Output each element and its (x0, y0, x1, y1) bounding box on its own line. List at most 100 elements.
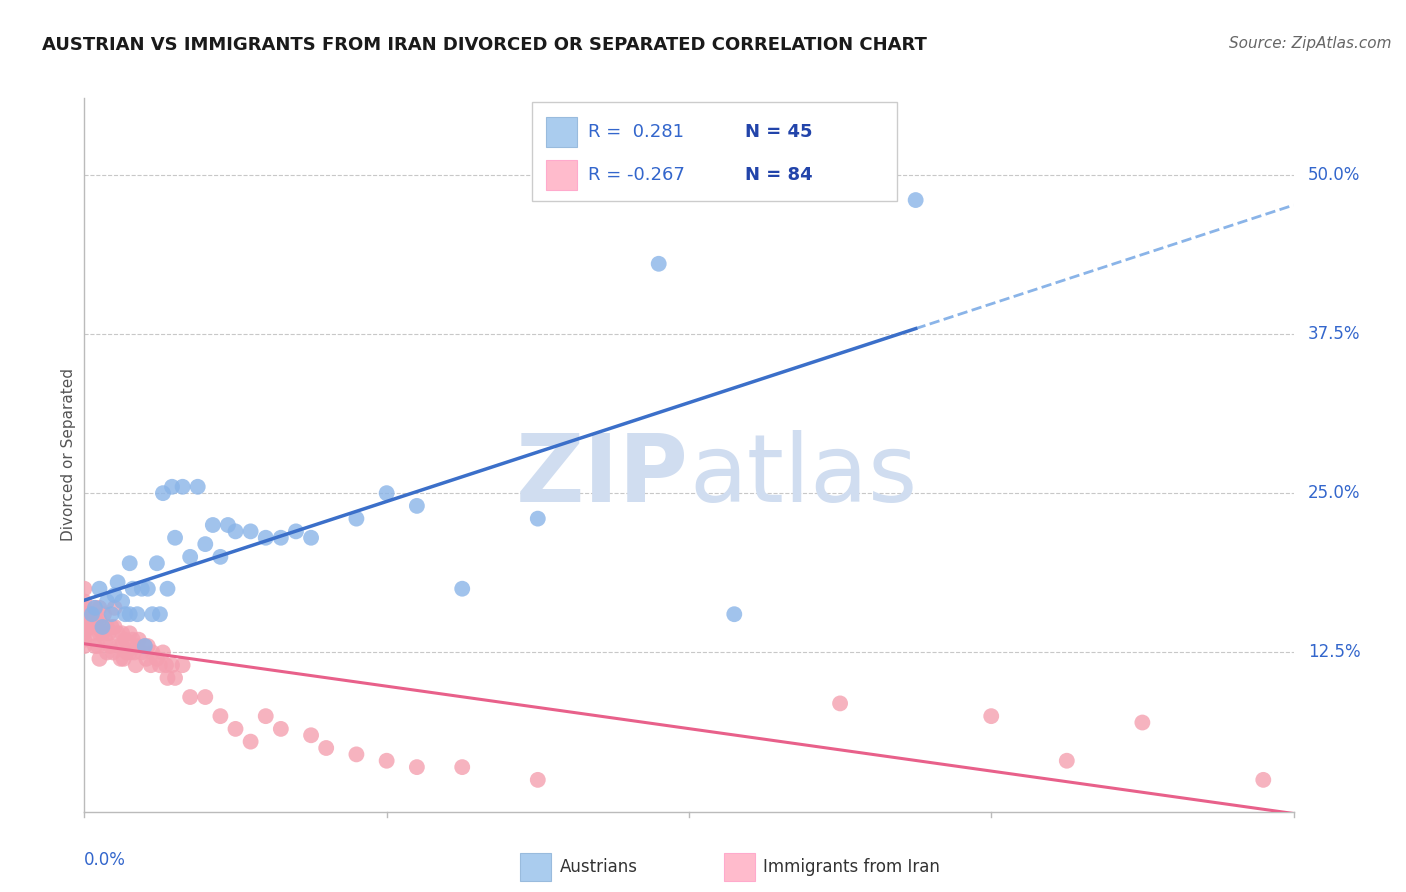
Point (830, 697, 852, 711)
Point (91, 620, 114, 634)
Point (156, 671, 179, 685)
Point (451, 582, 474, 596)
Point (97, 626, 120, 640)
Point (84, 639, 107, 653)
Point (114, 632, 136, 647)
Point (96, 620, 118, 634)
Point (104, 600, 127, 615)
Point (104, 620, 127, 634)
Point (89, 614, 111, 628)
Point (239, 734, 262, 748)
Point (136, 639, 159, 653)
Point (225, 524, 247, 539)
Text: Source: ZipAtlas.com: Source: ZipAtlas.com (1229, 36, 1392, 51)
Point (96, 594, 118, 608)
Point (723, 607, 745, 622)
Y-axis label: Divorced or Separated: Divorced or Separated (60, 368, 76, 541)
Text: 25.0%: 25.0% (1308, 484, 1361, 502)
Point (89, 626, 111, 640)
Point (79, 620, 101, 634)
Point (112, 652, 135, 666)
Point (118, 607, 141, 622)
Point (346, 747, 368, 762)
Text: 12.5%: 12.5% (1308, 643, 1361, 662)
Point (93, 607, 115, 622)
Point (172, 480, 194, 494)
Point (73, 632, 96, 647)
Point (375, 486, 398, 500)
Point (179, 549, 201, 564)
Point (163, 671, 186, 685)
Point (315, 741, 337, 756)
Point (127, 607, 149, 622)
Text: 37.5%: 37.5% (1308, 325, 1361, 343)
Point (89, 600, 111, 615)
Point (1056, 754, 1078, 768)
Point (98, 639, 121, 653)
Point (128, 632, 150, 647)
Point (118, 556, 141, 570)
Point (96, 645, 118, 659)
Point (131, 582, 153, 596)
Point (104, 588, 127, 602)
Point (131, 645, 153, 659)
Point (127, 639, 149, 653)
Point (73, 614, 96, 628)
Text: AUSTRIAN VS IMMIGRANTS FROM IRAN DIVORCED OR SEPARATED CORRELATION CHART: AUSTRIAN VS IMMIGRANTS FROM IRAN DIVORCE… (42, 36, 927, 54)
Point (239, 524, 262, 539)
Point (1251, 772, 1274, 787)
Point (163, 531, 186, 545)
Point (270, 722, 292, 736)
Point (87, 639, 110, 653)
Point (73, 607, 96, 622)
Point (80, 607, 103, 622)
Point (94, 632, 117, 647)
Text: atlas: atlas (689, 430, 917, 523)
Point (100, 620, 122, 634)
Point (187, 480, 209, 494)
Point (346, 511, 368, 525)
Point (172, 658, 194, 673)
Point (114, 607, 136, 622)
Point (406, 760, 429, 774)
Point (111, 626, 134, 640)
Point (122, 645, 145, 659)
Point (89, 652, 111, 666)
Point (107, 575, 129, 590)
Text: R = -0.267: R = -0.267 (588, 166, 685, 184)
Point (82, 614, 104, 628)
Text: Austrians: Austrians (560, 858, 637, 876)
Point (76, 614, 98, 628)
Point (179, 690, 201, 704)
Point (118, 626, 141, 640)
Point (136, 582, 159, 596)
Point (155, 658, 177, 673)
Point (299, 531, 322, 545)
Text: Immigrants from Iran: Immigrants from Iran (763, 858, 941, 876)
Point (1130, 715, 1153, 730)
Point (375, 754, 398, 768)
Point (135, 652, 157, 666)
Point (100, 607, 122, 622)
Point (209, 709, 232, 723)
Point (254, 531, 277, 545)
Point (73, 582, 96, 596)
Point (77, 607, 100, 622)
Point (209, 549, 232, 564)
Text: 0.0%: 0.0% (84, 851, 127, 869)
Point (451, 760, 474, 774)
Point (107, 626, 129, 640)
Point (146, 556, 169, 570)
Point (91, 626, 114, 640)
Point (125, 658, 148, 673)
Point (254, 709, 277, 723)
Point (526, 511, 548, 525)
Point (86, 620, 108, 634)
Point (89, 582, 111, 596)
Point (152, 645, 174, 659)
Point (73, 626, 96, 640)
Point (152, 486, 174, 500)
Point (141, 607, 163, 622)
Point (194, 537, 217, 551)
Point (115, 645, 138, 659)
